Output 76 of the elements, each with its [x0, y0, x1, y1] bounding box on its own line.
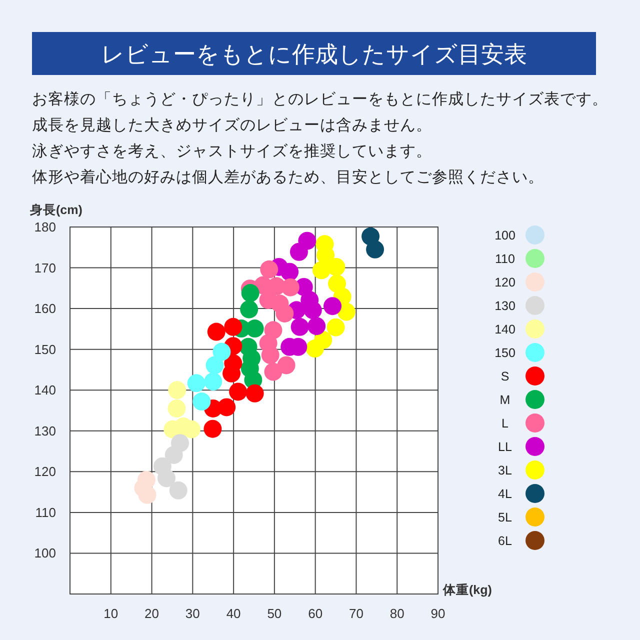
point: [326, 318, 345, 336]
point: [218, 398, 236, 416]
legend-label: 130: [494, 299, 516, 313]
point: [240, 300, 258, 318]
legend-label: 6L: [498, 534, 512, 548]
legend-label: 3L: [498, 464, 512, 478]
point: [246, 384, 264, 402]
legend-label: 140: [494, 322, 516, 336]
point: [261, 346, 280, 364]
point: [281, 278, 300, 296]
point: [277, 356, 296, 374]
legend-label: 120: [494, 276, 516, 290]
point: [312, 261, 330, 280]
point: [164, 446, 183, 464]
x-tick-label: 10: [104, 606, 118, 621]
point: [204, 372, 222, 391]
point: [241, 284, 260, 302]
x-tick-label: 80: [390, 606, 404, 621]
y-tick-label: 150: [34, 342, 56, 357]
legend-label: 4L: [498, 487, 512, 501]
point: [327, 258, 346, 276]
x-tick-label: 20: [144, 606, 160, 621]
point: [280, 262, 299, 281]
legend-label: 100: [494, 228, 516, 242]
x-tick-label: 40: [226, 606, 241, 621]
point: [138, 486, 156, 504]
x-tick-label: 50: [267, 606, 282, 621]
point: [224, 318, 242, 336]
x-tick-label: 60: [308, 606, 323, 621]
legend-label: S: [500, 370, 510, 384]
y-tick-label: 170: [34, 260, 56, 276]
y-tick-label: 180: [34, 220, 56, 234]
point: [158, 469, 176, 488]
point: [290, 318, 309, 336]
legend-label: L: [502, 416, 509, 430]
point: [306, 340, 324, 358]
point: [168, 399, 186, 418]
point: [290, 242, 308, 261]
point: [308, 317, 326, 336]
point: [192, 392, 211, 411]
x-axis-title: 体重(kg): [442, 582, 492, 597]
point: [168, 381, 186, 400]
x-tick-label: 70: [348, 606, 364, 621]
legend-label: 150: [494, 346, 516, 360]
point: [169, 481, 188, 500]
y-tick-label: 120: [34, 464, 56, 480]
x-tick-label: 30: [185, 606, 200, 621]
annotation: 成長を見越した大きめサイズのレビューは含みません。: [32, 117, 432, 134]
annotation: お客様の「ちょうど・ぴったり」とのレビューをもとに作成したサイズ表です。: [32, 91, 608, 108]
point: [206, 356, 224, 374]
point: [264, 362, 282, 381]
point: [212, 342, 231, 361]
y-tick-label: 130: [34, 423, 56, 438]
y-tick-label: 110: [35, 504, 56, 520]
legend-label: M: [500, 393, 510, 407]
point: [276, 304, 294, 322]
point: [204, 420, 222, 438]
legend-label: 5L: [498, 510, 512, 524]
annotation: 体形や着心地の好みは個人差があるため、目安としてご参照ください。: [32, 169, 544, 186]
annotation: 泳ぎやすさを考え、ジャストサイズを推奨しています。: [32, 143, 432, 160]
y-axis-title: 身長(cm): [29, 203, 82, 217]
legend-label: LL: [498, 440, 512, 454]
point: [337, 302, 356, 321]
point: [324, 297, 342, 316]
point: [260, 260, 278, 278]
y-tick-label: 140: [34, 382, 56, 398]
point: [187, 374, 206, 392]
point: [229, 382, 248, 401]
legend-label: 110: [495, 252, 516, 266]
point: [207, 322, 226, 341]
y-tick-label: 160: [34, 301, 56, 316]
y-tick-label: 100: [34, 546, 56, 561]
point: [304, 301, 322, 320]
title: レビューをもとに作成したサイズ目安表: [101, 41, 527, 67]
point: [366, 240, 384, 258]
x-tick-label: 90: [430, 606, 446, 621]
